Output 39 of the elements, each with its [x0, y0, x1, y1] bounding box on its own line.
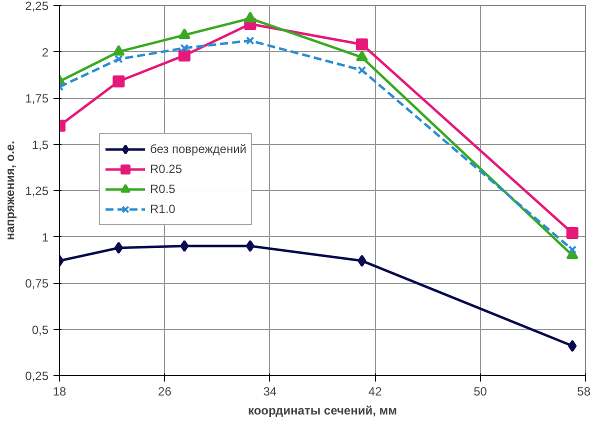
point — [358, 254, 366, 267]
point — [566, 227, 578, 240]
point — [112, 44, 125, 56]
point — [178, 28, 190, 39]
legend-label: R1.0 — [150, 202, 176, 216]
legend-label: без повреждений — [150, 142, 246, 156]
point — [246, 240, 255, 252]
y-tick-label: 1,25 — [25, 184, 49, 198]
point — [246, 36, 254, 45]
y-tick-label: 0,25 — [25, 369, 49, 383]
x-tick-label: 50 — [474, 384, 488, 398]
y-tick-label: 1,75 — [25, 92, 49, 106]
y-tick-label: 1 — [42, 230, 49, 244]
point — [178, 49, 190, 62]
point — [356, 38, 368, 50]
point — [244, 12, 256, 22]
x-axis-title: координаты сечений, мм — [248, 404, 398, 418]
point — [180, 240, 189, 252]
x-tick-label: 58 — [577, 384, 591, 398]
y-tick-label: 0,75 — [25, 276, 49, 290]
point — [568, 246, 577, 254]
legend-label: R0.25 — [150, 162, 182, 176]
x-tick-label: 26 — [158, 384, 172, 398]
y-tick-label: 2,25 — [25, 0, 49, 13]
y-tick-label: 2 — [42, 45, 49, 60]
legend-label: R0.5 — [150, 182, 176, 196]
point — [114, 242, 124, 254]
y-axis-title: напряжения, о.е. — [3, 140, 18, 240]
y-tick-label: 0,5 — [32, 322, 49, 337]
point — [114, 54, 123, 64]
y-tick-label: 1,5 — [32, 138, 49, 152]
x-tick-label: 18 — [52, 384, 66, 398]
x-tick-label: 42 — [368, 384, 382, 398]
point — [112, 75, 125, 88]
point — [358, 66, 366, 74]
point — [180, 44, 189, 52]
point — [568, 340, 577, 352]
point — [356, 50, 368, 62]
x-tick-label: 34 — [263, 384, 277, 398]
